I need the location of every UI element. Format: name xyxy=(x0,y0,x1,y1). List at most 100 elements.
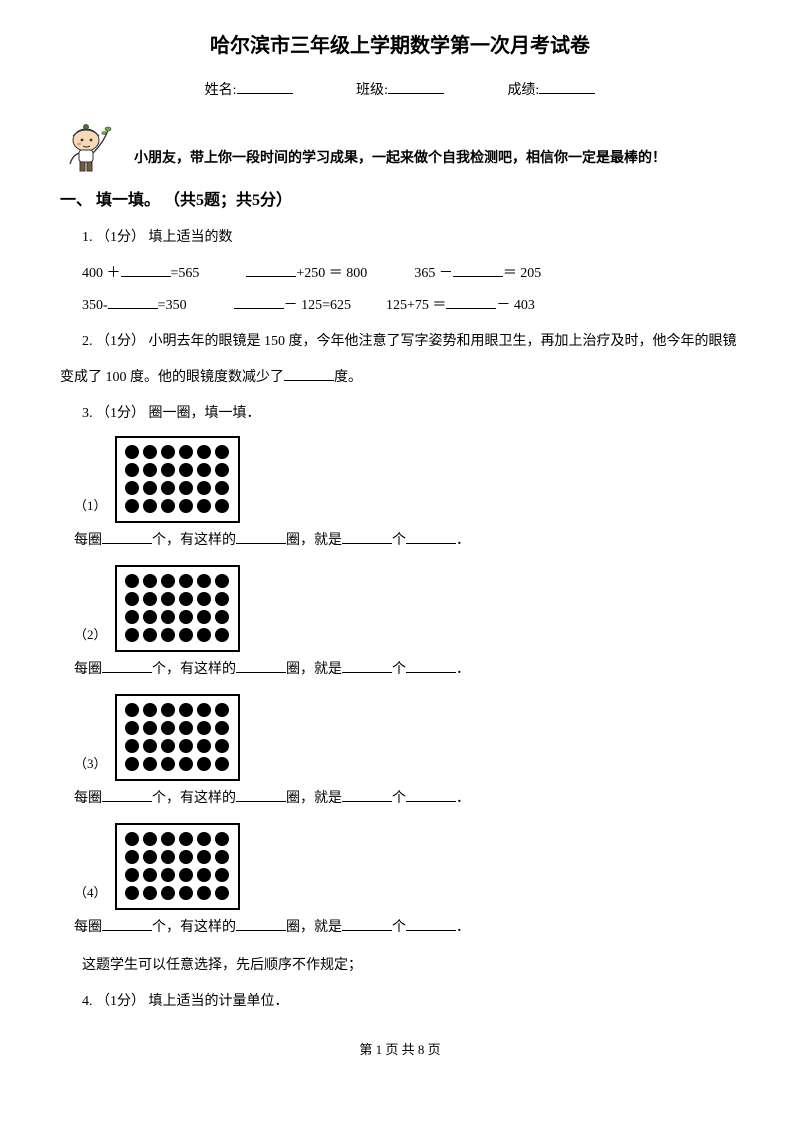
dot xyxy=(179,481,193,495)
dot xyxy=(161,481,175,495)
dot xyxy=(143,757,157,771)
q1-l2c: － 125=625 xyxy=(284,298,351,313)
fa: 每圈 xyxy=(74,920,102,935)
q3-1-b4[interactable] xyxy=(406,530,456,544)
name-blank[interactable] xyxy=(237,80,293,94)
q3-3-b4[interactable] xyxy=(406,788,456,802)
dot xyxy=(197,610,211,624)
dot xyxy=(215,463,229,477)
class-blank[interactable] xyxy=(388,80,444,94)
dot xyxy=(197,850,211,864)
dot xyxy=(161,499,175,513)
q3-4-b3[interactable] xyxy=(342,917,392,931)
q3-2-b3[interactable] xyxy=(342,659,392,673)
dot xyxy=(161,463,175,477)
q3-fill1: 每圈个，有这样的圈，就是个． xyxy=(74,527,740,555)
q3-fill3: 每圈个，有这样的圈，就是个． xyxy=(74,785,740,813)
q3-stem: 3. （1分） 圈一圈，填一填． xyxy=(82,400,740,428)
q1-l2b: =350 xyxy=(158,298,187,313)
q1-l2a: 350- xyxy=(82,298,108,313)
q3-4-b1[interactable] xyxy=(102,917,152,931)
q3-2-b2[interactable] xyxy=(236,659,286,673)
fe: ． xyxy=(456,533,470,548)
q3-4-b4[interactable] xyxy=(406,917,456,931)
q1-blank1[interactable] xyxy=(121,263,171,277)
fd: 个 xyxy=(392,920,406,935)
dot xyxy=(197,574,211,588)
fd: 个 xyxy=(392,662,406,677)
dot xyxy=(143,499,157,513)
dot xyxy=(125,481,139,495)
q3-3-b1[interactable] xyxy=(102,788,152,802)
dot xyxy=(161,574,175,588)
q3-3-b2[interactable] xyxy=(236,788,286,802)
dot xyxy=(125,628,139,642)
q3-4-b2[interactable] xyxy=(236,917,286,931)
q3-3-b3[interactable] xyxy=(342,788,392,802)
dot xyxy=(125,757,139,771)
q1-line2: 350-=350 － 125=625 125+75 ＝－ 403 xyxy=(82,292,740,320)
q3-1-b1[interactable] xyxy=(102,530,152,544)
dot xyxy=(215,610,229,624)
q2-blank[interactable] xyxy=(284,367,334,381)
dot xyxy=(179,463,193,477)
dot xyxy=(125,868,139,882)
dot xyxy=(161,832,175,846)
q1-blank3[interactable] xyxy=(453,263,503,277)
q1-blank2[interactable] xyxy=(246,263,296,277)
dot xyxy=(125,832,139,846)
q3-sub4-label: （4） xyxy=(74,883,107,904)
q3-2-b4[interactable] xyxy=(406,659,456,673)
fd: 个 xyxy=(392,791,406,806)
dot xyxy=(179,757,193,771)
dot xyxy=(179,832,193,846)
dot xyxy=(161,721,175,735)
dot xyxy=(161,610,175,624)
page-footer: 第 1 页 共 8 页 xyxy=(60,1040,740,1061)
q1-blank4[interactable] xyxy=(108,295,158,309)
dot xyxy=(179,628,193,642)
dot xyxy=(197,757,211,771)
dot xyxy=(197,739,211,753)
name-label: 姓名: xyxy=(205,83,237,98)
q3-2-b1[interactable] xyxy=(102,659,152,673)
dot xyxy=(197,628,211,642)
q3-1-b2[interactable] xyxy=(236,530,286,544)
dot-array-2 xyxy=(115,565,240,652)
dot xyxy=(125,445,139,459)
q1-l1d: 365 － xyxy=(414,266,453,281)
dot xyxy=(179,610,193,624)
dot xyxy=(197,703,211,717)
dot xyxy=(125,850,139,864)
q3-note: 这题学生可以任意选择，先后顺序不作规定； xyxy=(82,952,740,980)
dot xyxy=(143,739,157,753)
score-blank[interactable] xyxy=(539,80,595,94)
fa: 每圈 xyxy=(74,791,102,806)
dot xyxy=(215,499,229,513)
dot xyxy=(125,574,139,588)
q2-line1: 2. （1分） 小明去年的眼镜是 150 度，今年他注意了写字姿势和用眼卫生，再… xyxy=(82,328,740,356)
fb: 个，有这样的 xyxy=(152,920,236,935)
dot xyxy=(197,721,211,735)
dot xyxy=(197,499,211,513)
q3-1-b3[interactable] xyxy=(342,530,392,544)
exam-title: 哈尔滨市三年级上学期数学第一次月考试卷 xyxy=(60,30,740,62)
fb: 个，有这样的 xyxy=(152,791,236,806)
dot xyxy=(179,592,193,606)
q1-l1b: =565 xyxy=(171,266,200,281)
dot xyxy=(215,757,229,771)
dot-array-3 xyxy=(115,694,240,781)
q3-sub1-label: （1） xyxy=(74,496,107,517)
q3-sub4: （4） xyxy=(74,823,740,910)
dot xyxy=(143,592,157,606)
q1-blank5[interactable] xyxy=(234,295,284,309)
dot xyxy=(197,886,211,900)
dot xyxy=(161,703,175,717)
q4-stem: 4. （1分） 填上适当的计量单位． xyxy=(82,988,740,1016)
dot xyxy=(179,703,193,717)
q1-blank6[interactable] xyxy=(446,295,496,309)
dot xyxy=(215,592,229,606)
q1-l2d: 125+75 ＝ xyxy=(386,298,446,313)
fb: 个，有这样的 xyxy=(152,662,236,677)
q2-c: 度。 xyxy=(334,370,362,385)
